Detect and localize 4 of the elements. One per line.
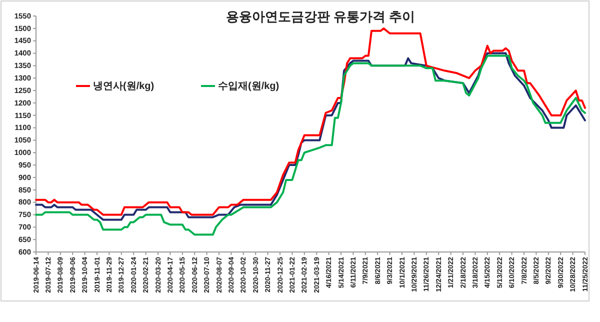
legend-label: 냉연사(원/kg) <box>93 81 154 92</box>
legend-label: 수입재(원/kg) <box>218 81 280 92</box>
line-series <box>35 27 586 216</box>
chart-title: 용융아연도금강판 유통가격 추이 <box>226 9 416 24</box>
